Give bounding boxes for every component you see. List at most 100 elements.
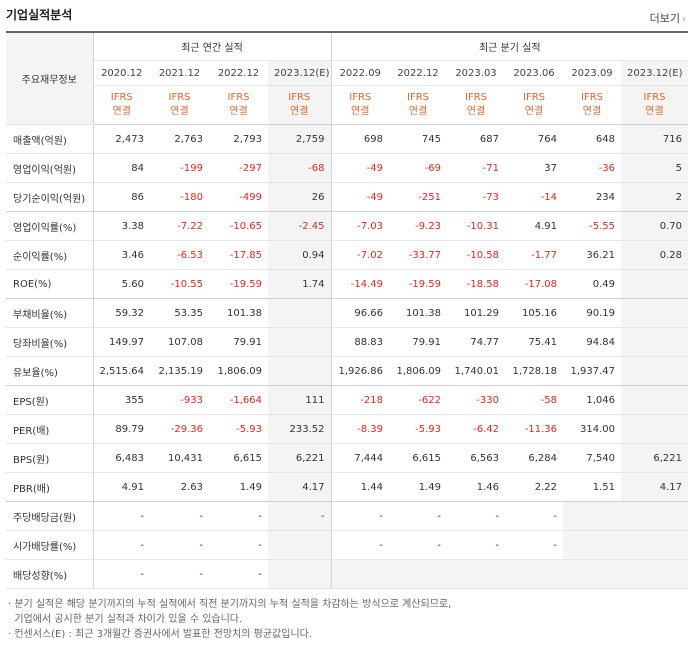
value-cell bbox=[563, 501, 621, 531]
value-cell bbox=[621, 327, 688, 357]
quarter-group-header: 최근 분기 실적 bbox=[330, 32, 688, 61]
value-cell: -5.93 bbox=[389, 414, 447, 444]
table-row: 당기순이익(억원) 86 -180 -499 26 -49 -251 -73 -14 234 2 bbox=[6, 182, 688, 212]
value-cell: -14 bbox=[505, 182, 563, 212]
value-cell bbox=[268, 530, 331, 560]
value-cell: - bbox=[389, 501, 447, 531]
value-cell: 687 bbox=[447, 124, 505, 154]
more-link[interactable]: 더보기 › bbox=[650, 10, 686, 26]
period-header: 2023.09 bbox=[563, 60, 621, 86]
period-header: 2023.12(E) bbox=[621, 60, 688, 86]
period-header: 2022.09 bbox=[330, 60, 389, 86]
value-cell bbox=[268, 298, 331, 328]
value-cell: 101.38 bbox=[209, 298, 268, 328]
table-row: 부채비율(%) 59.32 53.35 101.38 96.66 101.38 101.29… bbox=[6, 298, 688, 328]
value-cell bbox=[621, 414, 688, 444]
standard-ifrs: IFRS bbox=[168, 92, 191, 103]
value-cell: 4.17 bbox=[268, 472, 331, 502]
value-cell: 0.49 bbox=[563, 269, 621, 299]
value-cell: 53.35 bbox=[150, 298, 209, 328]
value-cell: -218 bbox=[330, 385, 389, 415]
value-cell bbox=[389, 559, 447, 589]
value-cell: 96.66 bbox=[330, 298, 389, 328]
standard-consolidated: 연결 bbox=[582, 106, 602, 117]
value-cell: - bbox=[389, 530, 447, 560]
standard-cell: IFRS 연결 bbox=[621, 85, 688, 125]
table-row: 영업이익(억원) 84 -199 -297 -68 -49 -69 -71 37 -36 5 bbox=[6, 153, 688, 183]
row-label: EPS(원) bbox=[6, 385, 94, 415]
value-cell: - bbox=[150, 501, 209, 531]
value-cell: 1,937.47 bbox=[563, 356, 621, 386]
table-row: 당좌비율(%) 149.97 107.08 79.91 88.83 79.91 74.77 7… bbox=[6, 327, 688, 357]
value-cell: -297 bbox=[209, 153, 268, 183]
value-cell: 94.84 bbox=[563, 327, 621, 357]
value-cell: - bbox=[209, 501, 268, 531]
standard-ifrs: IFRS bbox=[407, 92, 429, 103]
value-cell: - bbox=[330, 530, 389, 560]
standard-cell: IFRS 연결 bbox=[150, 85, 209, 125]
value-cell: -11.36 bbox=[505, 414, 563, 444]
standard-consolidated: 연결 bbox=[351, 106, 370, 117]
value-cell: 2,135.19 bbox=[150, 356, 209, 386]
table-row: 배당성향(%) - - - bbox=[6, 559, 688, 589]
value-cell: 111 bbox=[268, 385, 331, 415]
value-cell: 1.49 bbox=[389, 472, 447, 502]
value-cell: -10.65 bbox=[209, 211, 268, 241]
row-label: 당좌비율(%) bbox=[6, 327, 94, 357]
value-cell: 101.38 bbox=[389, 298, 447, 328]
period-header: 2023.12(E) bbox=[268, 60, 331, 86]
value-cell: -49 bbox=[330, 153, 389, 183]
value-cell bbox=[621, 298, 688, 328]
value-cell: - bbox=[505, 501, 563, 531]
value-cell: 2,473 bbox=[93, 124, 150, 154]
value-cell bbox=[621, 356, 688, 386]
value-cell: -622 bbox=[389, 385, 447, 415]
value-cell: -17.85 bbox=[209, 240, 268, 270]
section-title: 기업실적분석 bbox=[6, 8, 73, 22]
standard-cell: IFRS 연결 bbox=[330, 85, 389, 125]
value-cell: 233.52 bbox=[268, 414, 331, 444]
value-cell: -14.49 bbox=[330, 269, 389, 299]
value-cell: -180 bbox=[150, 182, 209, 212]
footnote-1: · 분기 실적은 해당 분기까지의 누적 실적에서 직전 분기까지의 누적 실적… bbox=[8, 599, 452, 610]
value-cell: 26 bbox=[268, 182, 331, 212]
row-label: 매출액(억원) bbox=[6, 124, 94, 154]
value-cell: -2.45 bbox=[268, 211, 331, 241]
value-cell: -5.55 bbox=[563, 211, 621, 241]
value-cell: -199 bbox=[150, 153, 209, 183]
value-cell: 2,763 bbox=[150, 124, 209, 154]
standard-cell: IFRS 연결 bbox=[268, 85, 331, 125]
value-cell: 234 bbox=[563, 182, 621, 212]
table-row: 매출액(억원) 2,473 2,763 2,793 2,759 698 745 687 764 6… bbox=[6, 124, 688, 154]
value-cell: 1,806.09 bbox=[389, 356, 447, 386]
value-cell: 3.46 bbox=[93, 240, 150, 270]
footnote-3: · 컨센서스(E) : 최근 3개월간 증권사에서 발표한 전망치의 평균값입니… bbox=[8, 629, 313, 640]
value-cell bbox=[621, 501, 688, 531]
more-label: 더보기 bbox=[649, 12, 680, 25]
value-cell: -36 bbox=[563, 153, 621, 183]
chevron-right-icon: › bbox=[682, 14, 686, 25]
value-cell: 1.74 bbox=[268, 269, 331, 299]
value-cell: 0.70 bbox=[621, 211, 688, 241]
value-cell: -68 bbox=[268, 153, 331, 183]
value-cell: - bbox=[209, 559, 268, 589]
value-cell: 84 bbox=[93, 153, 150, 183]
value-cell: 5.60 bbox=[93, 269, 150, 299]
value-cell: 2,759 bbox=[268, 124, 331, 154]
row-label: ROE(%) bbox=[6, 269, 94, 299]
row-label: 순이익률(%) bbox=[6, 240, 94, 270]
row-label: 영업이익(억원) bbox=[6, 153, 94, 183]
value-cell: 1,806.09 bbox=[209, 356, 268, 386]
value-cell: 75.41 bbox=[505, 327, 563, 357]
value-cell: -71 bbox=[447, 153, 505, 183]
value-cell: 1.49 bbox=[209, 472, 268, 502]
value-cell: -69 bbox=[389, 153, 447, 183]
standard-cell: IFRS 연결 bbox=[389, 85, 447, 125]
value-cell: 698 bbox=[330, 124, 389, 154]
header-label: 주요재무정보 bbox=[6, 32, 94, 125]
value-cell: 37 bbox=[505, 153, 563, 183]
value-cell: 6,615 bbox=[389, 443, 447, 473]
value-cell bbox=[330, 559, 389, 589]
value-cell: -6.42 bbox=[447, 414, 505, 444]
table-row: 유보율(%) 2,515.64 2,135.19 1,806.09 1,926.86 1,… bbox=[6, 356, 688, 386]
